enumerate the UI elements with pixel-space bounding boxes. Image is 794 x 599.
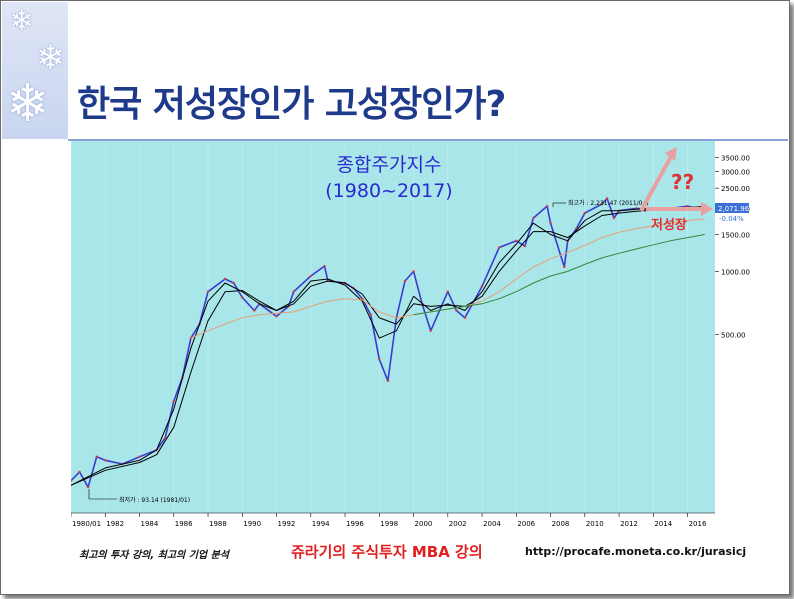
low-annotation: 최저가 : 93.14 (1981/01): [88, 489, 190, 504]
y-tick-label: 500.00: [721, 331, 746, 339]
data-point: [172, 399, 175, 403]
series-line-4: [413, 234, 705, 316]
high-annotation: 최고가 : 2,231.47 (2011/04): [552, 199, 649, 207]
x-tick-label: 2006: [517, 520, 535, 528]
kospi-chart: 3500.003000.002500.002000.001500.001000.…: [71, 141, 751, 531]
high-label: 최고가 : 2,231.47 (2011/04): [568, 199, 649, 207]
series-layer: [71, 197, 706, 489]
data-point: [78, 470, 81, 474]
data-point: [583, 211, 587, 215]
footer-url[interactable]: http://procafe.moneta.co.kr/jurasicj: [525, 545, 747, 558]
x-tick-label: 1988: [209, 520, 227, 528]
x-tick-label: 2010: [586, 520, 604, 528]
data-point: [403, 279, 407, 283]
data-point: [369, 313, 372, 317]
x-tick-label: 1996: [346, 520, 364, 528]
x-tick-label: 2004: [483, 520, 501, 528]
footer-tagline: 최고의 투자 강의, 최고의 기업 분석: [79, 550, 230, 561]
data-point: [164, 436, 167, 440]
data-point: [71, 479, 73, 482]
snowflake-icon: ❄: [36, 38, 65, 78]
y-tick-label: 2500.00: [721, 185, 750, 193]
low-label: 최저가 : 93.14 (1981/01): [119, 496, 190, 504]
data-point: [378, 358, 381, 361]
footer-course: 쥬라기의 주식투자 MBA 강의: [291, 543, 483, 561]
x-tick-label: 2000: [415, 520, 433, 528]
data-point: [292, 290, 295, 293]
data-point: [446, 290, 450, 293]
data-point: [360, 297, 364, 300]
data-point: [605, 197, 609, 200]
x-tick-label: 1994: [312, 520, 330, 528]
data-point: [549, 221, 552, 225]
data-point: [223, 277, 227, 281]
data-point: [86, 485, 90, 489]
data-point: [429, 329, 432, 333]
x-tick-label: 1998: [380, 520, 398, 528]
y-tick-label: 1000.00: [721, 268, 750, 276]
title-divider: [68, 139, 788, 141]
x-tick-label: 1984: [141, 520, 159, 528]
data-point: [497, 246, 501, 249]
y-tick-label: 1500.00: [721, 232, 750, 240]
data-point: [309, 274, 312, 278]
plot-background: [71, 141, 715, 513]
data-point: [515, 239, 518, 243]
data-point: [275, 315, 278, 318]
y-tick-label: 3000.00: [721, 169, 750, 177]
x-axis: 1980/01 1982 1984 1986 1988 1990 1992 1994 1996 1…: [71, 512, 715, 528]
y-tick-label: 3500.00: [721, 155, 750, 163]
data-point: [532, 216, 535, 220]
data-point: [104, 459, 107, 462]
snowflake-icon: ❄: [6, 74, 50, 134]
series-line-2: [71, 207, 705, 486]
data-point: [412, 270, 415, 273]
chart-title: 종합주가지수: [337, 154, 442, 176]
forecast-arrows: ?? 저성장: [639, 147, 713, 233]
data-point: [323, 264, 326, 268]
data-point: [480, 284, 484, 288]
data-point: [232, 281, 235, 285]
x-tick-label: 1990: [243, 520, 261, 528]
data-point: [253, 309, 256, 312]
data-point: [563, 265, 566, 269]
x-tick-label: 1980/01: [72, 520, 101, 528]
question-label: ??: [671, 170, 694, 194]
grid: [71, 141, 688, 513]
last-value: 2,071.96: [718, 205, 750, 213]
data-point: [545, 204, 549, 208]
data-point: [138, 455, 141, 458]
xaxis-background: [71, 513, 715, 531]
last-value-badge: 2,071.96 -0.04%: [715, 203, 750, 223]
series-line-0: [71, 197, 705, 489]
x-tick-label: 2016: [689, 520, 707, 528]
snowflake-icon: ❄: [10, 4, 34, 37]
x-tick-label: 2008: [552, 520, 570, 528]
slide-title: 한국 저성장인가 고성장인가?: [77, 84, 506, 125]
x-tick-label: 1982: [106, 520, 124, 528]
data-point: [95, 455, 98, 458]
data-point: [463, 316, 467, 319]
data-point: [206, 290, 210, 293]
chart-subtitle: (1980~2017): [325, 180, 452, 202]
right-arrow-head: [701, 202, 713, 216]
x-tick-label: 1992: [278, 520, 296, 528]
data-point: [600, 202, 604, 206]
data-point: [612, 216, 616, 220]
snowflake-sidebar: ❄ ❄ ❄: [2, 2, 68, 139]
data-point: [241, 296, 244, 299]
data-point: [523, 244, 527, 248]
x-tick-label: 2002: [449, 520, 467, 528]
low-growth-label: 저성장: [651, 217, 687, 233]
data-point: [686, 204, 689, 208]
up-arrow-head: [665, 147, 677, 161]
last-change: -0.04%: [719, 215, 744, 223]
x-tick-label: 1986: [175, 520, 193, 528]
up-arrow: [639, 152, 675, 212]
x-tick-label: 2012: [620, 520, 638, 528]
data-point: [386, 379, 390, 382]
x-tick-label: 2014: [654, 520, 672, 528]
data-point: [455, 309, 458, 312]
